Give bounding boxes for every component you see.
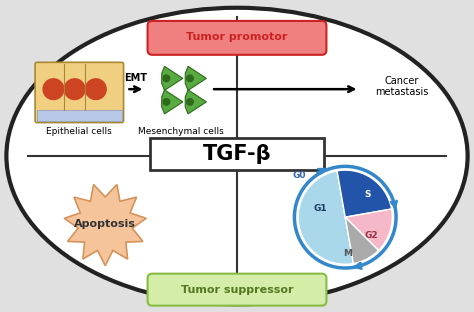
Circle shape xyxy=(163,75,170,82)
Circle shape xyxy=(187,99,193,105)
Polygon shape xyxy=(162,66,183,90)
Wedge shape xyxy=(337,170,392,217)
Bar xyxy=(37,110,122,121)
Text: G2: G2 xyxy=(365,231,378,240)
Text: Mesenchymal cells: Mesenchymal cells xyxy=(137,127,223,136)
Text: Tumor promotor: Tumor promotor xyxy=(186,32,288,42)
Circle shape xyxy=(43,79,64,100)
Wedge shape xyxy=(298,171,354,264)
Wedge shape xyxy=(345,209,392,251)
Text: TGF-β: TGF-β xyxy=(203,144,271,164)
Polygon shape xyxy=(185,90,206,114)
Ellipse shape xyxy=(6,8,468,304)
FancyBboxPatch shape xyxy=(147,21,327,55)
Text: G0: G0 xyxy=(292,171,306,180)
Text: G1: G1 xyxy=(314,204,328,213)
Polygon shape xyxy=(162,90,183,114)
Circle shape xyxy=(64,79,85,100)
FancyBboxPatch shape xyxy=(35,62,124,123)
FancyBboxPatch shape xyxy=(150,138,324,170)
Text: S: S xyxy=(365,190,371,199)
Text: EMT: EMT xyxy=(124,73,147,83)
Polygon shape xyxy=(185,66,206,90)
Circle shape xyxy=(187,75,193,82)
Wedge shape xyxy=(345,217,379,264)
Text: Cancer
metastasis: Cancer metastasis xyxy=(375,76,428,97)
FancyBboxPatch shape xyxy=(147,274,327,306)
Circle shape xyxy=(163,99,170,105)
Circle shape xyxy=(85,79,106,100)
Text: M: M xyxy=(343,249,352,258)
Text: Epithelial cells: Epithelial cells xyxy=(46,127,112,136)
Text: Apoptosis: Apoptosis xyxy=(74,219,136,229)
Text: Tumor suppressor: Tumor suppressor xyxy=(181,285,293,295)
Polygon shape xyxy=(64,184,146,266)
